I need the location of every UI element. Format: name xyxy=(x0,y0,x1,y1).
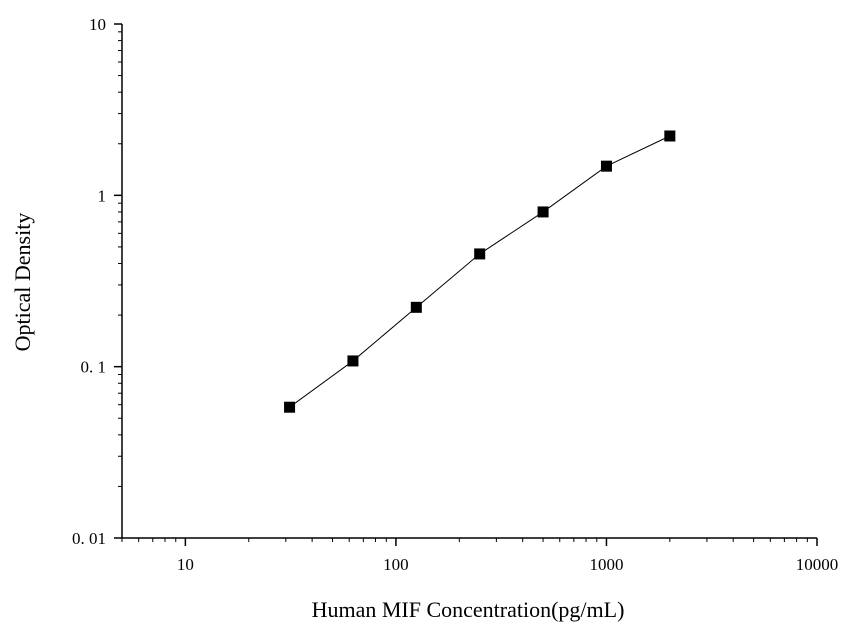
y-tick-label: 1 xyxy=(98,186,107,205)
x-axis-title: Human MIF Concentration(pg/mL) xyxy=(312,597,625,622)
data-point xyxy=(347,355,359,367)
y-tick-label: 0. 01 xyxy=(72,529,106,548)
data-point xyxy=(284,401,296,413)
axes xyxy=(121,24,817,539)
data-point xyxy=(664,130,676,142)
data-point xyxy=(410,301,422,313)
minor-ticks xyxy=(118,31,808,542)
x-tick-label: 100 xyxy=(383,555,409,574)
y-tick-label: 0. 1 xyxy=(81,358,107,377)
y-tick-label: 10 xyxy=(89,15,106,34)
y-axis-title: Optical Density xyxy=(10,213,35,352)
tick-labels: 10 100 1000 10000 0. 01 0. 1 1 10 xyxy=(72,15,838,574)
series-line-path xyxy=(289,135,671,408)
x-tick-label: 1000 xyxy=(589,555,623,574)
data-point xyxy=(600,160,612,172)
x-tick-label: 10 xyxy=(177,555,194,574)
data-point xyxy=(537,206,549,218)
x-tick-label: 10000 xyxy=(796,555,839,574)
series-line xyxy=(289,135,671,408)
data-point xyxy=(474,248,486,260)
data-points xyxy=(284,130,676,413)
major-ticks xyxy=(114,23,818,546)
